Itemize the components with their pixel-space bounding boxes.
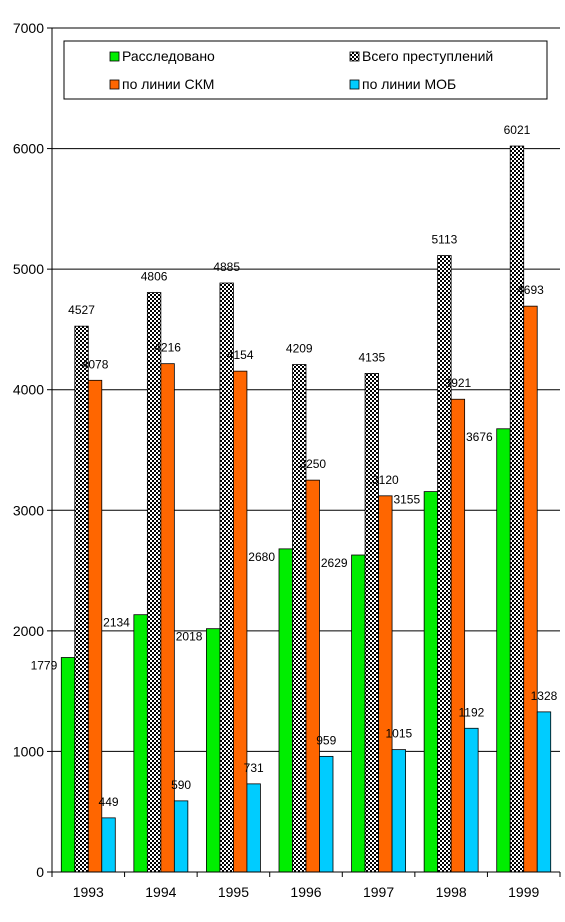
data-label: 959 [316, 733, 336, 747]
legend: Расследовано Всего преступлений по линии С… [63, 40, 548, 100]
data-label: 3120 [372, 473, 399, 487]
bar-1996-s0 [278, 548, 293, 873]
data-label: 4154 [227, 348, 254, 362]
x-tick-label-1993: 1993 [73, 884, 104, 900]
bar-1996-s2 [305, 479, 320, 873]
bar-1999-s0 [496, 428, 511, 873]
legend-swatch [109, 79, 120, 90]
y-tick-label: 3000 [13, 502, 44, 518]
bar-1993-s0 [60, 657, 76, 873]
data-label: 2680 [248, 550, 275, 564]
data-label: 2629 [321, 556, 348, 570]
legend-label: по линии МОБ [362, 76, 456, 92]
y-tick-label: 5000 [13, 261, 44, 277]
bar-1994-s2 [160, 363, 175, 873]
bar-1995-s2 [233, 370, 248, 873]
bar-1999-s3 [536, 711, 552, 873]
y-tick-label: 7000 [13, 20, 44, 36]
x-tick-label-1999: 1999 [508, 884, 539, 900]
y-tick-label: 4000 [13, 382, 44, 398]
data-label: 3676 [466, 430, 493, 444]
y-tick-label: 0 [36, 864, 44, 880]
legend-swatch [109, 51, 120, 62]
legend-box [63, 40, 548, 100]
data-label: 4216 [154, 341, 181, 355]
legend-label: по линии СКМ [122, 76, 214, 92]
x-tick-label-1997: 1997 [363, 884, 394, 900]
axes-group: 0 1000 2000 3000 4000 5000 6000 7000 1993 1994 199… [13, 20, 561, 900]
data-label: 1779 [31, 659, 58, 673]
data-label: 4078 [82, 357, 109, 371]
data-label: 590 [171, 778, 191, 792]
bar-1997-s2 [378, 495, 393, 873]
legend-label: Всего преступлений [362, 48, 493, 64]
data-label: 2018 [176, 630, 203, 644]
data-label: 6021 [504, 123, 531, 137]
bar-1995-s0 [206, 628, 221, 873]
data-label: 449 [99, 795, 119, 809]
bar-1999-s2 [523, 305, 538, 873]
bars-group [60, 145, 552, 873]
data-label: 4209 [286, 342, 313, 356]
bar-1997-s3 [391, 749, 406, 873]
data-label: 4885 [213, 260, 240, 274]
x-tick-label-1995: 1995 [218, 884, 249, 900]
bar-1995-s1 [219, 282, 234, 873]
data-label: 5113 [431, 233, 457, 247]
data-label: 4693 [517, 283, 544, 297]
legend-swatch [349, 51, 360, 62]
data-label: 4527 [68, 303, 95, 317]
legend-label: Расследовано [122, 48, 215, 64]
y-tick-label: 6000 [13, 141, 44, 157]
bar-1998-s3 [464, 727, 479, 873]
data-label: 4135 [358, 350, 385, 364]
bar-1997-s1 [364, 373, 379, 873]
bar-1998-s1 [437, 255, 452, 873]
data-label: 731 [244, 761, 264, 775]
data-label: 1192 [458, 705, 484, 719]
bar-1993-s3 [101, 817, 116, 873]
x-tick-label-1996: 1996 [290, 884, 321, 900]
data-label: 1328 [531, 689, 558, 703]
bar-1994-s3 [173, 800, 189, 873]
data-label: 3155 [393, 493, 420, 507]
bar-1996-s3 [319, 755, 334, 873]
bar-1997-s0 [351, 554, 366, 873]
bar-1993-s1 [74, 325, 89, 873]
bar-1996-s1 [292, 364, 307, 873]
bar-1994-s0 [133, 614, 148, 873]
y-tick-label: 1000 [13, 743, 44, 759]
data-label: 4806 [141, 270, 168, 284]
bar-1998-s2 [450, 398, 466, 873]
y-tick-label: 2000 [13, 623, 44, 639]
bar-1999-s1 [509, 145, 525, 873]
data-labels-group: 1779 2134 2018 2680 2629 3155 3676 4527 4806 4885… [31, 123, 558, 809]
data-label: 3921 [445, 376, 472, 390]
bar-1995-s3 [246, 783, 261, 873]
bar-1998-s0 [423, 491, 439, 873]
x-tick-label-1994: 1994 [145, 884, 176, 900]
x-tick-label-1998: 1998 [436, 884, 467, 900]
bar-1994-s1 [146, 292, 162, 873]
legend-swatch [349, 79, 360, 90]
data-label: 2134 [103, 616, 130, 630]
data-label: 3250 [299, 457, 326, 471]
data-label: 1015 [385, 727, 412, 741]
